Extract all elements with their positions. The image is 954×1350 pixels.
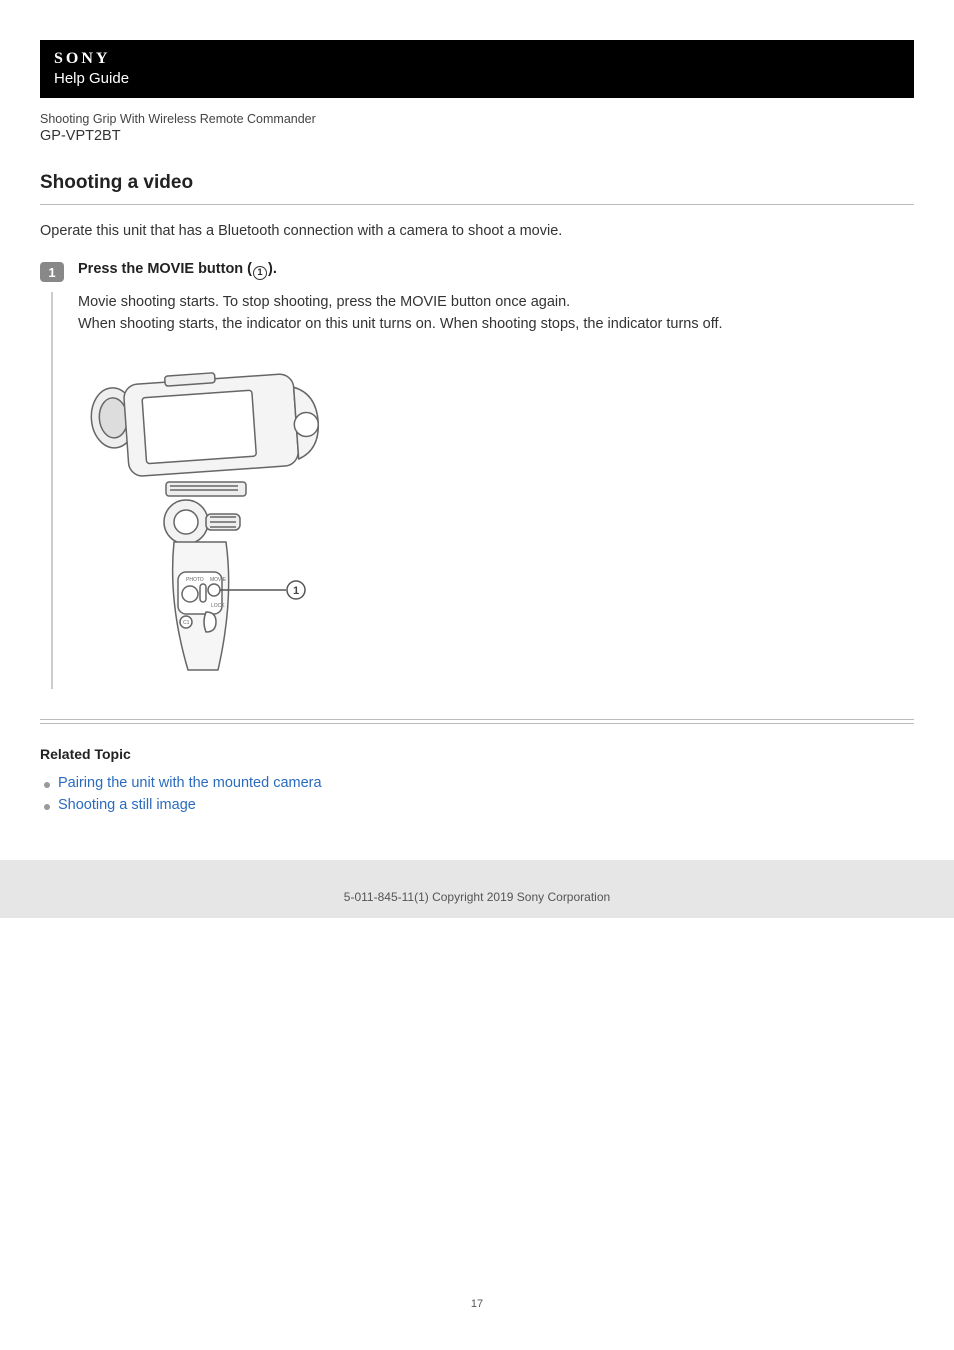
step-title-post: ). xyxy=(268,261,277,277)
product-diagram: PHOTO MOVIE LOCK C1 xyxy=(78,354,914,689)
svg-text:C1: C1 xyxy=(183,620,190,626)
step-body-1: Movie shooting starts. To stop shooting,… xyxy=(78,292,914,314)
step-title: Press the MOVIE button (1). xyxy=(78,261,277,280)
related-topic-heading: Related Topic xyxy=(40,746,914,762)
copyright-text: 5-011-845-11(1) Copyright 2019 Sony Corp… xyxy=(344,890,610,904)
page-title: Shooting a video xyxy=(40,172,914,194)
title-separator xyxy=(40,204,914,205)
svg-text:LOCK: LOCK xyxy=(211,603,225,609)
related-item: Shooting a still image xyxy=(40,794,914,816)
page-number: 17 xyxy=(0,1298,954,1330)
related-link-still-image[interactable]: Shooting a still image xyxy=(58,797,196,813)
step-content: Movie shooting starts. To stop shooting,… xyxy=(51,292,914,689)
step-header: 1 Press the MOVIE button (1). xyxy=(40,261,914,282)
step-title-pre: Press the MOVIE button ( xyxy=(78,261,252,277)
intro-text: Operate this unit that has a Bluetooth c… xyxy=(40,223,914,239)
related-item: Pairing the unit with the mounted camera xyxy=(40,772,914,794)
svg-text:MOVIE: MOVIE xyxy=(210,577,227,583)
step-body-2: When shooting starts, the indicator on t… xyxy=(78,314,914,336)
brand-logo: SONY xyxy=(54,50,900,68)
related-link-pairing[interactable]: Pairing the unit with the mounted camera xyxy=(58,775,322,791)
section-divider xyxy=(40,719,914,724)
circled-one-icon: 1 xyxy=(253,266,267,280)
grip-illustration: PHOTO MOVIE LOCK C1 xyxy=(78,354,378,684)
related-topic-list: Pairing the unit with the mounted camera… xyxy=(40,772,914,816)
help-guide-label: Help Guide xyxy=(54,70,129,87)
product-model: GP-VPT2BT xyxy=(40,128,914,144)
callout-label: 1 xyxy=(293,585,299,597)
footer-band: 5-011-845-11(1) Copyright 2019 Sony Corp… xyxy=(0,860,954,918)
step-number-badge: 1 xyxy=(40,262,64,282)
header-bar: SONY Help Guide xyxy=(40,40,914,98)
svg-text:PHOTO: PHOTO xyxy=(186,577,204,583)
product-line: Shooting Grip With Wireless Remote Comma… xyxy=(40,112,914,126)
